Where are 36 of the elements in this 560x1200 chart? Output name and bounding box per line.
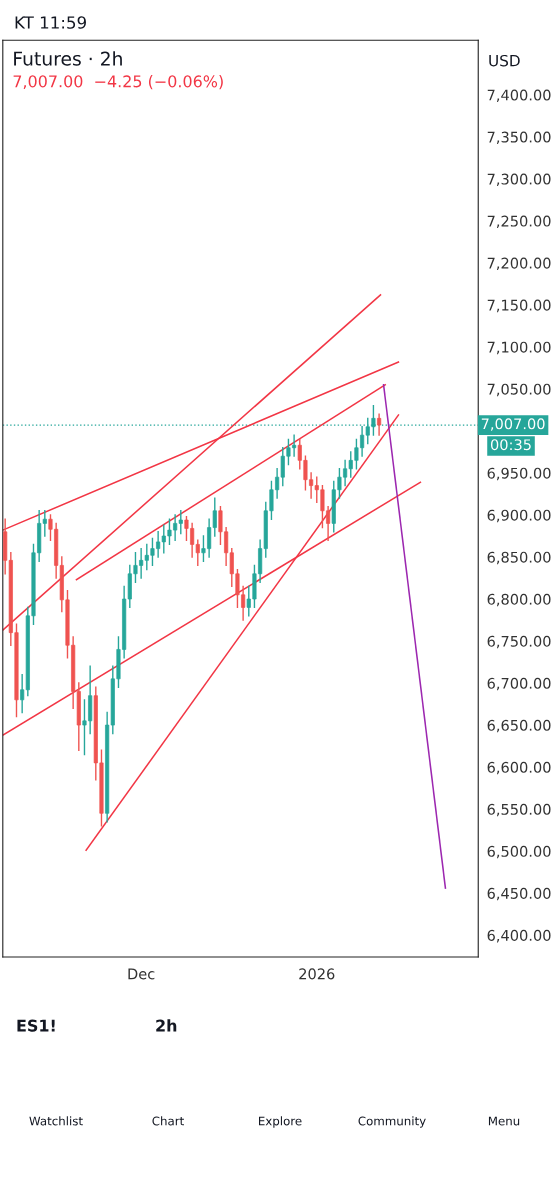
y-tick-label: 6,900.00 bbox=[487, 509, 551, 523]
y-tick-label: 6,400.00 bbox=[487, 929, 551, 943]
x-tick-label: Dec bbox=[128, 968, 155, 980]
y-tick-label: 7,250.00 bbox=[487, 215, 551, 229]
text: KT 11:59 bbox=[15, 16, 86, 29]
text: 7,007.00 −4.25 (−0.06%) bbox=[13, 75, 223, 90]
x-tick-label: 2026 bbox=[299, 968, 335, 980]
text: USD bbox=[489, 54, 520, 67]
y-tick-label: 7,100.00 bbox=[487, 341, 551, 355]
y-tick-label: 6,650.00 bbox=[487, 719, 551, 733]
ref-line-label: 7,007.00 bbox=[481, 418, 545, 431]
text: 00:35 bbox=[490, 439, 531, 451]
y-tick-label: 7,050.00 bbox=[487, 383, 551, 397]
y-tick-label: 7,300.00 bbox=[487, 173, 551, 187]
y-tick-label: 7,400.00 bbox=[487, 89, 551, 103]
text: ES1! bbox=[17, 1019, 55, 1032]
y-tick-label: 6,500.00 bbox=[487, 845, 551, 859]
y-tick-label: 6,950.00 bbox=[487, 467, 551, 481]
y-tick-label: 6,600.00 bbox=[487, 761, 551, 775]
y-tick-label: 6,450.00 bbox=[487, 887, 551, 901]
y-tick-label: 7,150.00 bbox=[487, 299, 551, 313]
text: Watchlist bbox=[29, 1116, 83, 1126]
text: 2h bbox=[156, 1019, 177, 1032]
candlestick bbox=[377, 413, 382, 436]
text: Community bbox=[358, 1116, 426, 1128]
y-tick-label: 6,700.00 bbox=[487, 677, 551, 691]
y-tick-label: 7,200.00 bbox=[487, 257, 551, 271]
text: Explore bbox=[259, 1116, 302, 1128]
y-tick-label: 6,850.00 bbox=[487, 551, 551, 565]
text: Menu bbox=[488, 1116, 520, 1126]
y-tick-label: 6,550.00 bbox=[487, 803, 551, 817]
y-tick-label: 6,800.00 bbox=[487, 593, 551, 607]
text: Chart bbox=[152, 1116, 184, 1126]
y-tick-label: 7,350.00 bbox=[487, 131, 551, 145]
chart-title: Futures · 2h bbox=[14, 51, 122, 66]
y-tick-label: 6,750.00 bbox=[487, 635, 551, 649]
